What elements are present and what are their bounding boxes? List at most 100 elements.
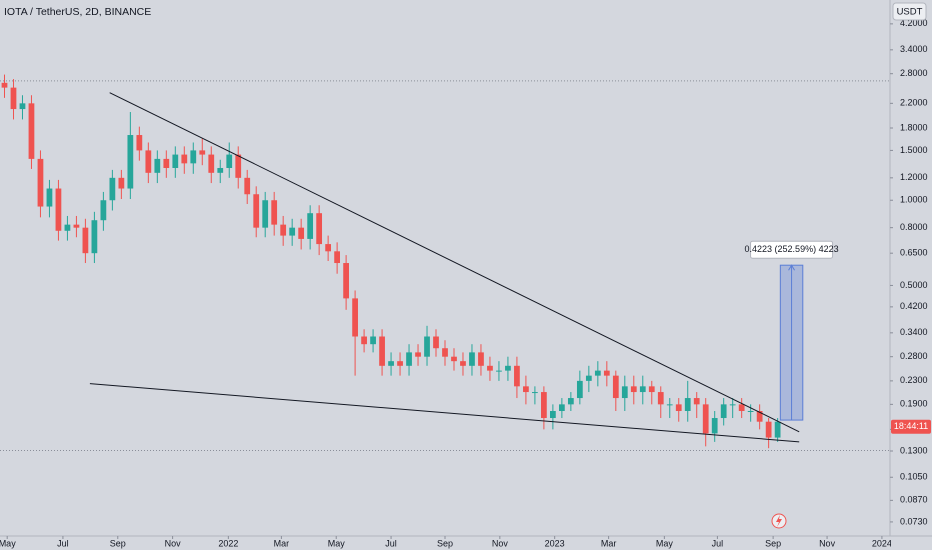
candle-body — [442, 348, 448, 357]
candle-body — [612, 375, 619, 399]
x-tick-label: Jul — [385, 538, 397, 548]
candle-body — [379, 336, 385, 366]
candle-body — [729, 404, 736, 406]
candle-body — [603, 370, 610, 376]
candle-body — [64, 224, 71, 231]
x-tick-label: Nov — [165, 538, 182, 548]
candle-body — [352, 298, 358, 337]
plot-area: 0.4223 (252.59%) 4223 — [0, 74, 890, 452]
trend-line — [89, 383, 800, 443]
candle-body — [648, 386, 655, 393]
candle-body — [738, 404, 745, 412]
candle-body — [747, 411, 754, 413]
candle-body — [217, 167, 224, 173]
countdown-box — [891, 419, 931, 434]
candle-body — [433, 336, 439, 349]
y-tick-label: 1.0000 — [900, 195, 928, 205]
x-tick-label: Jul — [712, 538, 724, 548]
candle-body — [424, 336, 430, 357]
candle-body — [190, 150, 197, 164]
candle-body — [1, 82, 8, 88]
y-tick-label: 0.4200 — [900, 301, 928, 311]
y-tick-label: 0.8000 — [900, 222, 928, 232]
chart-title: IOTA / TetherUS, 2D, BINANCE — [4, 6, 151, 18]
candle-body — [46, 188, 53, 207]
candle-body — [523, 386, 529, 393]
x-tick-label: May — [656, 538, 674, 548]
x-tick-label: May — [0, 538, 16, 548]
candle-body — [82, 227, 89, 254]
candle-body — [298, 227, 305, 239]
candle-body — [37, 158, 44, 207]
candle-body — [253, 194, 260, 228]
y-tick-label: 2.2000 — [900, 98, 928, 108]
candle-body — [334, 251, 340, 264]
candle-body — [460, 361, 466, 366]
candle-body — [316, 213, 323, 245]
candle-body — [765, 421, 772, 438]
candle-body — [558, 404, 565, 412]
x-tick-label: Nov — [492, 538, 509, 548]
candle-body — [514, 365, 520, 387]
y-tick-label: 3.4000 — [900, 44, 928, 54]
x-tick-label: Mar — [274, 538, 290, 548]
candle-body — [397, 361, 403, 366]
x-tick-label: Sep — [110, 538, 126, 548]
candle-body — [756, 411, 763, 422]
candle-body — [136, 135, 143, 151]
trend-line — [109, 92, 800, 433]
candle-body — [532, 392, 538, 394]
y-tick-label: 1.5000 — [900, 145, 928, 155]
candle-body — [172, 154, 179, 168]
x-tick-label: 2022 — [218, 538, 238, 548]
candle-body — [181, 154, 188, 164]
candle-body — [163, 158, 170, 168]
y-tick-label: 0.0870 — [900, 495, 928, 505]
x-tick-label: Sep — [765, 538, 781, 548]
candle-body — [262, 200, 269, 228]
candle-body — [118, 177, 125, 189]
axis-corner — [891, 537, 932, 550]
candle-body — [711, 418, 718, 434]
candle-body — [693, 398, 700, 405]
candle-body — [639, 386, 646, 393]
candle-body — [208, 154, 215, 173]
candle-body — [235, 154, 242, 178]
candle-body — [289, 227, 296, 236]
candle-body — [567, 398, 574, 405]
x-tick-label: 2024 — [872, 538, 892, 548]
x-tick-label: Sep — [437, 538, 453, 548]
y-tick-label: 0.1900 — [900, 399, 928, 409]
candle-body — [451, 356, 457, 362]
candle-body — [621, 386, 628, 399]
currency-label[interactable]: USDT — [897, 7, 923, 18]
y-tick-label: 2.8000 — [900, 68, 928, 78]
candle-body — [388, 361, 394, 366]
currency-button[interactable] — [892, 2, 927, 21]
candle-body — [154, 158, 161, 173]
y-tick-label: 0.3400 — [900, 327, 928, 337]
y-tick-label: 0.2300 — [900, 375, 928, 385]
candle-body — [271, 200, 278, 225]
candle-body — [496, 370, 502, 372]
candle-body — [541, 392, 547, 419]
candle-body — [594, 370, 601, 376]
candle-body — [199, 150, 206, 155]
y-tick-label: 0.1300 — [900, 445, 928, 455]
candle-body — [109, 177, 116, 201]
candle-body — [10, 87, 17, 110]
candle-body — [469, 352, 475, 366]
x-tick-label: May — [328, 538, 346, 548]
candle-body — [226, 154, 233, 168]
candle-body — [325, 244, 332, 252]
candle-body — [19, 103, 26, 110]
candle-body — [73, 224, 80, 228]
candle-body — [684, 398, 691, 412]
y-tick-label: 0.6500 — [900, 248, 928, 258]
price-axis-panel — [890, 0, 932, 550]
candle-body — [666, 404, 673, 406]
x-tick-label: 2023 — [545, 538, 565, 548]
